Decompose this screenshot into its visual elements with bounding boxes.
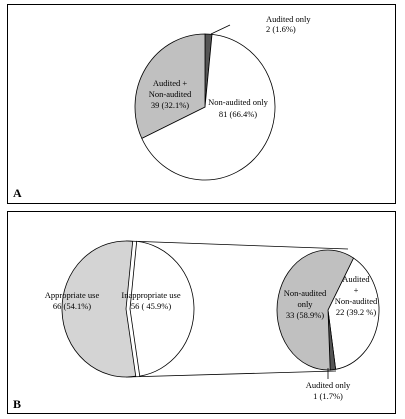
connector-line-bottom: [125, 370, 337, 378]
value-a-non-audited-only: 81 (66.4%): [219, 109, 257, 119]
label-a-non-audited: Non-audited: [149, 89, 192, 99]
value-a-audited-only: 2 (1.6%): [266, 24, 296, 34]
label-b-audited-line1: Audited: [342, 274, 370, 284]
label-b-audited-only: Audited only: [306, 380, 351, 390]
label-a-audited-plus: Audited +: [153, 78, 188, 88]
label-a-audited-only: Audited only: [266, 14, 311, 24]
label-b-non-audited-line1: Non-audited: [284, 288, 327, 298]
value-b-audited-only: 1 (1.7%): [313, 391, 343, 401]
label-b-audited-plus: +: [354, 285, 359, 295]
pie-chart-a: Audited only 2 (1.6%) Non-audited only 8…: [134, 14, 311, 181]
panel-letter-b: B: [13, 397, 22, 411]
label-b-appropriate-use: Appropriate use: [45, 290, 100, 300]
leader-line-audited-only: [210, 24, 231, 35]
pie-chart-b: Appropriate use 66 (54.1%) Inappropriate…: [45, 240, 380, 401]
b-sub-slice-non-audited-only: [276, 249, 355, 371]
panel-a: Audited only 2 (1.6%) Non-audited only 8…: [7, 4, 396, 204]
panel-letter-a: A: [13, 186, 22, 200]
label-b-audited-line3: Non-audited: [335, 296, 378, 306]
b-main-slice-appropriate-use: [61, 240, 137, 378]
label-b-inappropriate-use: Inappropriate use: [121, 290, 180, 300]
value-a-audited-plus: 39 (32.1%): [151, 100, 189, 110]
value-b-appropriate-use: 66 (54.1%): [53, 301, 91, 311]
a-slice-non-audited-only: [141, 33, 276, 181]
b-main-slice-inappropriate-use: [129, 240, 195, 377]
value-b-inappropriate-use: 56 ( 45.9%): [131, 301, 172, 311]
label-a-non-audited-only: Non-audited only: [208, 97, 268, 107]
value-b-non-audited-only: 33 (58.9%): [286, 310, 324, 320]
panel-b: Appropriate use 66 (54.1%) Inappropriate…: [7, 211, 396, 414]
a-slice-audited-non-audited: [134, 33, 206, 139]
label-b-non-audited-line2: only: [297, 299, 313, 309]
value-b-audited-plus: 22 (39.2 %): [336, 307, 377, 317]
b-sub-slice-audited-non-audited: [327, 257, 380, 370]
connector-line-top: [125, 240, 349, 250]
